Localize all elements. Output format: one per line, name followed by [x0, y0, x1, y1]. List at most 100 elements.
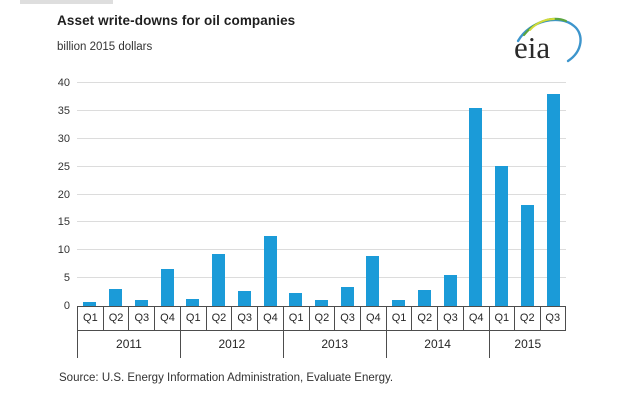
bar-2012-Q1 [186, 299, 200, 306]
bar-slot [231, 83, 257, 306]
bar-slot [412, 83, 438, 306]
logo-text: eia [514, 30, 550, 65]
quarter-label: Q1 [185, 312, 201, 324]
logo-swoosh-yellow [529, 18, 555, 31]
source-text: Source: U.S. Energy Information Administ… [59, 372, 394, 384]
plot-area [77, 82, 566, 306]
y-tick-label: 40 [57, 77, 70, 89]
bar-2012-Q4 [263, 236, 277, 306]
quarter-label: Q4 [462, 307, 489, 330]
y-tick-label: 35 [57, 104, 70, 117]
quarter-label: Q4 [154, 307, 180, 330]
quarter-label: Q1 [391, 312, 407, 324]
bar-slot [540, 83, 566, 306]
bar-slot [334, 83, 360, 306]
quarter-label: Q3 [231, 307, 257, 330]
year-label: 2012 [218, 337, 246, 351]
quarter-row: Q1 Q2 Q3 [489, 307, 566, 331]
bar-2013-Q1 [289, 293, 303, 306]
gridline [77, 221, 566, 223]
bar-slot [489, 83, 515, 306]
axis-year-group-2011: Q1 Q2 Q3 Q4 2011 [77, 307, 180, 358]
bar-slot [437, 83, 463, 306]
screenshot-edge-artifact [20, 0, 113, 4]
y-tick-label: 5 [63, 272, 70, 285]
quarter-row: Q1 Q2 Q3 Q4 [180, 307, 283, 331]
bar-slot [180, 83, 206, 306]
bar-group-2011 [77, 83, 180, 306]
bar-2011-Q2 [109, 289, 123, 306]
quarter-row: Q1 Q2 Q3 Q4 [283, 307, 386, 331]
bar-2011-Q1 [83, 302, 97, 306]
gridline [77, 82, 566, 83]
bar-2015-Q1 [495, 165, 509, 306]
y-tick-label: 20 [57, 188, 70, 201]
axis-year-group-2014: Q1 Q2 Q3 Q4 2014 [385, 307, 489, 358]
bar-2014-Q1 [392, 299, 406, 306]
bar-2011-Q3 [134, 299, 148, 306]
quarter-label: Q1 [494, 312, 510, 324]
axis-year-group-2013: Q1 Q2 Q3 Q4 2013 [282, 307, 386, 358]
bar-2014-Q2 [417, 289, 431, 306]
bar-2012-Q2 [212, 253, 226, 306]
quarter-row: Q1 Q2 Q3 Q4 [386, 307, 489, 331]
gridline [77, 165, 566, 167]
eia-logo: eia [506, 10, 592, 72]
year-label: 2011 [116, 337, 142, 351]
y-tick-label: 30 [57, 132, 70, 145]
bar-group-2013 [283, 83, 386, 306]
quarter-row: Q1 Q2 Q3 Q4 [78, 307, 180, 331]
quarter-label: Q2 [308, 307, 335, 330]
bar-slot [283, 83, 309, 306]
quarter-label: Q4 [257, 307, 283, 330]
bar-2013-Q3 [340, 287, 354, 306]
quarter-label: Q1 [83, 312, 98, 324]
bar-slot [77, 83, 103, 306]
y-tick-label: 15 [57, 216, 70, 229]
quarter-label: Q3 [334, 307, 360, 330]
quarter-label: Q4 [359, 307, 386, 330]
x-axis: Q1 Q2 Q3 Q4 2011 Q1 Q2 Q3 Q4 2012 Q1 Q2 Q3 Q4 2013 Q1 Q2… [77, 306, 566, 358]
y-axis: 0 5 10 15 20 25 30 35 40 [28, 77, 70, 312]
eia-logo-graphic: eia [514, 17, 582, 65]
gridline [77, 249, 566, 251]
bar-group-2015 [489, 83, 566, 306]
quarter-label: Q2 [205, 307, 232, 330]
page-title: Asset write-downs for oil companies [57, 13, 296, 28]
gridline [77, 193, 566, 195]
bar-slot [386, 83, 412, 306]
year-label: 2015 [514, 337, 542, 351]
quarter-label: Q3 [539, 307, 565, 330]
bar-2015-Q3 [546, 93, 560, 306]
gridline [77, 137, 566, 139]
bar-2014-Q4 [469, 107, 483, 306]
bar-2011-Q4 [160, 269, 174, 306]
bar-slot [154, 83, 180, 306]
quarter-label: Q3 [128, 307, 154, 330]
bar-2015-Q2 [520, 205, 534, 306]
bar-2012-Q3 [237, 290, 251, 306]
gridline [77, 277, 566, 279]
bar-slot [103, 83, 129, 306]
bar-slot [360, 83, 386, 306]
quarter-label: Q2 [102, 307, 129, 330]
y-tick-label: 10 [57, 244, 70, 257]
chart-units-label: billion 2015 dollars [57, 41, 153, 53]
quarter-label: Q2 [514, 307, 539, 330]
bar-group-2012 [180, 83, 283, 306]
year-label: 2014 [424, 337, 451, 351]
bar-slot [515, 83, 541, 306]
bar-slot [463, 83, 489, 306]
y-tick-label: 0 [63, 300, 70, 312]
bar-2014-Q3 [443, 275, 457, 306]
bar-slot [128, 83, 154, 306]
bar-slot [309, 83, 335, 306]
bar-slot [206, 83, 232, 306]
axis-year-group-2015: Q1 Q2 Q3 2015 [488, 307, 566, 358]
quarter-label: Q2 [411, 307, 437, 330]
bar-slot [257, 83, 283, 306]
axis-year-group-2012: Q1 Q2 Q3 Q4 2012 [179, 307, 283, 358]
year-label: 2013 [321, 337, 349, 351]
gridline [77, 109, 566, 111]
